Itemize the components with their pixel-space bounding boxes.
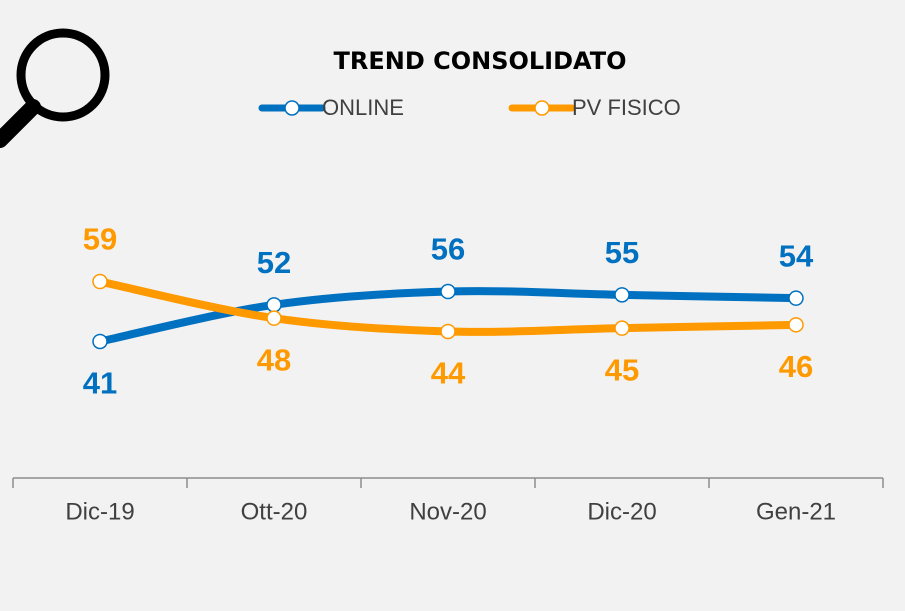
data-label: 55 bbox=[605, 235, 639, 270]
data-label: 52 bbox=[257, 245, 291, 280]
data-point bbox=[92, 333, 108, 350]
legend-label: PV FISICO bbox=[572, 95, 681, 120]
data-label: 48 bbox=[257, 342, 291, 377]
x-tick-label: Dic-19 bbox=[65, 498, 134, 525]
x-tick-label: Gen-21 bbox=[756, 498, 836, 525]
magnifier-icon bbox=[0, 28, 110, 148]
data-label: 46 bbox=[779, 349, 813, 384]
x-tick-label: Ott-20 bbox=[241, 498, 308, 525]
data-point bbox=[92, 273, 108, 290]
data-point bbox=[788, 290, 804, 306]
data-point bbox=[788, 317, 804, 333]
data-point bbox=[266, 310, 282, 326]
chart-title: TREND CONSOLIDATO bbox=[333, 47, 626, 75]
data-point bbox=[614, 287, 630, 303]
x-tick-label: Dic-20 bbox=[587, 498, 656, 525]
legend-swatch-marker bbox=[534, 100, 550, 116]
data-point bbox=[614, 320, 630, 336]
data-label: 44 bbox=[431, 356, 466, 391]
data-point bbox=[266, 297, 282, 313]
x-tick-label: Nov-20 bbox=[409, 498, 486, 525]
data-label: 45 bbox=[605, 352, 639, 387]
data-label: 41 bbox=[83, 366, 117, 401]
data-label: 56 bbox=[431, 232, 465, 267]
data-label: 59 bbox=[83, 222, 117, 257]
data-label: 54 bbox=[779, 238, 814, 273]
legend-label: ONLINE bbox=[322, 95, 404, 120]
legend: ONLINE PV FISICO bbox=[258, 95, 681, 120]
legend-swatch-marker bbox=[284, 100, 300, 116]
data-point bbox=[440, 283, 456, 300]
data-point bbox=[440, 323, 456, 340]
